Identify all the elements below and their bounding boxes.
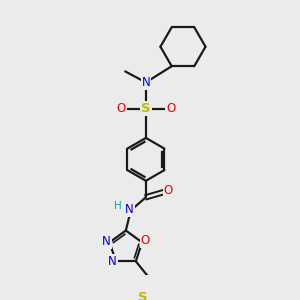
Text: O: O bbox=[116, 102, 126, 115]
Text: O: O bbox=[166, 102, 175, 115]
Text: N: N bbox=[108, 255, 117, 268]
Text: S: S bbox=[138, 291, 147, 300]
Text: O: O bbox=[141, 234, 150, 248]
Text: N: N bbox=[125, 202, 134, 216]
Text: O: O bbox=[164, 184, 173, 197]
Text: N: N bbox=[142, 76, 150, 89]
Text: H: H bbox=[114, 200, 122, 211]
Text: N: N bbox=[102, 235, 111, 248]
Text: S: S bbox=[141, 102, 151, 115]
